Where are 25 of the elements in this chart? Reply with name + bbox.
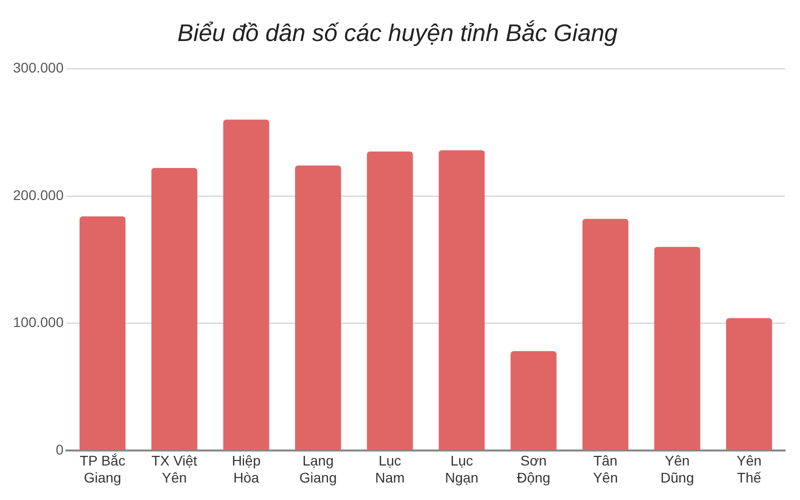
bar	[582, 218, 628, 450]
y-tick-label: 0	[56, 441, 64, 458]
bar	[223, 120, 270, 450]
x-tick-label: Sơn Động	[516, 452, 550, 486]
bar	[295, 165, 342, 450]
bar	[510, 351, 557, 450]
x-tick-label: Lục Nam	[375, 452, 405, 486]
bar	[726, 318, 772, 450]
chart-title: Biểu đồ dân số các huyện tỉnh Bắc Giang	[177, 20, 618, 48]
bar	[438, 150, 485, 450]
y-tick-label: 200.000	[12, 186, 64, 203]
x-tick-label: Tân Yên	[592, 452, 618, 486]
y-tick-label: 300.000	[12, 60, 64, 76]
bar	[80, 216, 126, 450]
bar	[654, 246, 700, 450]
x-tick-label: Yên Thế	[736, 452, 762, 486]
x-tick-label: Lạng Giang	[299, 452, 337, 486]
bar	[366, 151, 413, 450]
x-tick-label: Yên Dũng	[660, 452, 694, 486]
x-tick-label: Lục Ngạn	[444, 452, 478, 486]
x-tick-label: Hiệp Hòa	[232, 452, 261, 486]
x-tick-label: TX Việt Yên	[152, 452, 198, 486]
x-tick-label: TP Bắc Giang	[80, 452, 126, 486]
y-tick-label: 100.000	[12, 314, 64, 330]
bar	[151, 168, 198, 450]
